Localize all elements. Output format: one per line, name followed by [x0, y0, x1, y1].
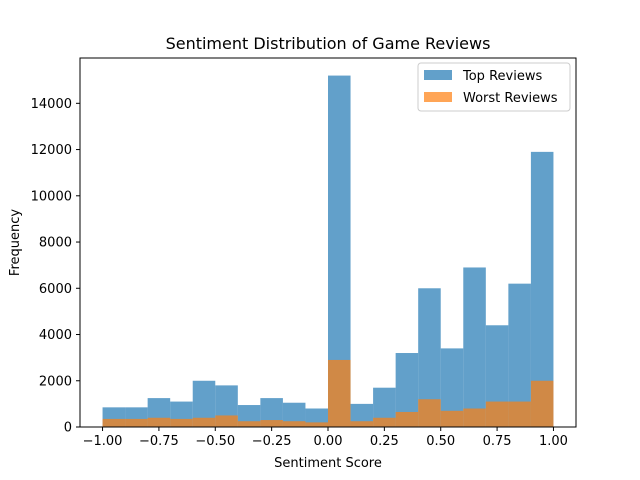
legend-swatch-worst-reviews [424, 92, 452, 102]
bar-worst-reviews-12 [373, 417, 396, 427]
legend-swatch-top-reviews [424, 70, 452, 80]
bar-worst-reviews-6 [237, 421, 261, 427]
legend-label-worst-reviews: Worst Reviews [463, 91, 558, 106]
x-tick-label: −0.75 [139, 434, 179, 449]
y-tick-label: 4000 [39, 328, 72, 343]
bar-worst-reviews-11 [350, 421, 374, 427]
bar-worst-reviews-4 [192, 417, 216, 427]
bar-top-reviews-19 [530, 151, 554, 428]
bar-worst-reviews-17 [485, 401, 509, 427]
bar-top-reviews-4 [192, 380, 216, 427]
y-tick-label: 12000 [31, 143, 72, 158]
legend-label-top-reviews: Top Reviews [462, 69, 542, 84]
bar-worst-reviews-19 [530, 380, 554, 427]
bar-top-reviews-8 [282, 402, 306, 427]
y-tick-label: 6000 [39, 282, 72, 297]
y-tick-label: 0 [64, 421, 72, 436]
legend: Top Reviews Worst Reviews [417, 62, 571, 112]
bar-worst-reviews-8 [282, 421, 306, 427]
x-axis: −1.00 −0.75 −0.50 −0.25 0.00 0.25 0.50 0.75 1.00 [83, 427, 568, 449]
x-tick-label: −1.00 [83, 434, 123, 449]
bar-worst-reviews-14 [418, 399, 441, 427]
bar-worst-reviews-0 [102, 418, 126, 427]
bar-worst-reviews-5 [215, 415, 238, 427]
bar-top-reviews-12 [373, 387, 396, 427]
x-tick-label: −0.25 [252, 434, 292, 449]
bar-worst-reviews-13 [395, 411, 419, 427]
x-tick-label: 0.50 [426, 434, 455, 449]
y-axis: 0 2000 4000 6000 8000 10000 12000 14000 [31, 97, 80, 436]
y-tick-label: 8000 [39, 236, 72, 251]
y-tick-label: 10000 [31, 189, 72, 204]
bar-worst-reviews-1 [125, 418, 148, 427]
plot-area [79, 57, 577, 428]
bar-worst-reviews-10 [328, 359, 351, 427]
x-axis-title: Sentiment Score [274, 456, 382, 471]
bar-top-reviews-16 [463, 267, 486, 427]
bar-worst-reviews-3 [170, 418, 193, 427]
bar-worst-reviews-15 [440, 410, 464, 427]
bar-worst-reviews-7 [260, 420, 283, 427]
bar-worst-reviews-18 [508, 401, 531, 427]
bar-top-reviews-13 [395, 353, 419, 427]
x-tick-label: 0.75 [483, 434, 512, 449]
bar-worst-reviews-16 [463, 408, 486, 427]
y-tick-label: 14000 [31, 97, 72, 112]
x-tick-label: 0.00 [314, 434, 343, 449]
series-worst-reviews [102, 359, 554, 427]
bar-top-reviews-14 [418, 288, 441, 427]
bar-top-reviews-18 [508, 283, 531, 427]
x-tick-label: −0.50 [195, 434, 235, 449]
bar-worst-reviews-2 [147, 417, 171, 427]
x-tick-label: 1.00 [539, 434, 568, 449]
y-tick-label: 2000 [39, 374, 72, 389]
bar-top-reviews-10 [328, 75, 351, 428]
bar-top-reviews-15 [440, 348, 464, 427]
x-tick-label: 0.25 [370, 434, 399, 449]
y-axis-title: Frequency [8, 209, 23, 276]
chart-title: Sentiment Distribution of Game Reviews [166, 34, 491, 53]
bar-worst-reviews-9 [305, 422, 328, 427]
bar-top-reviews-7 [260, 398, 283, 427]
legend-box [417, 62, 571, 112]
